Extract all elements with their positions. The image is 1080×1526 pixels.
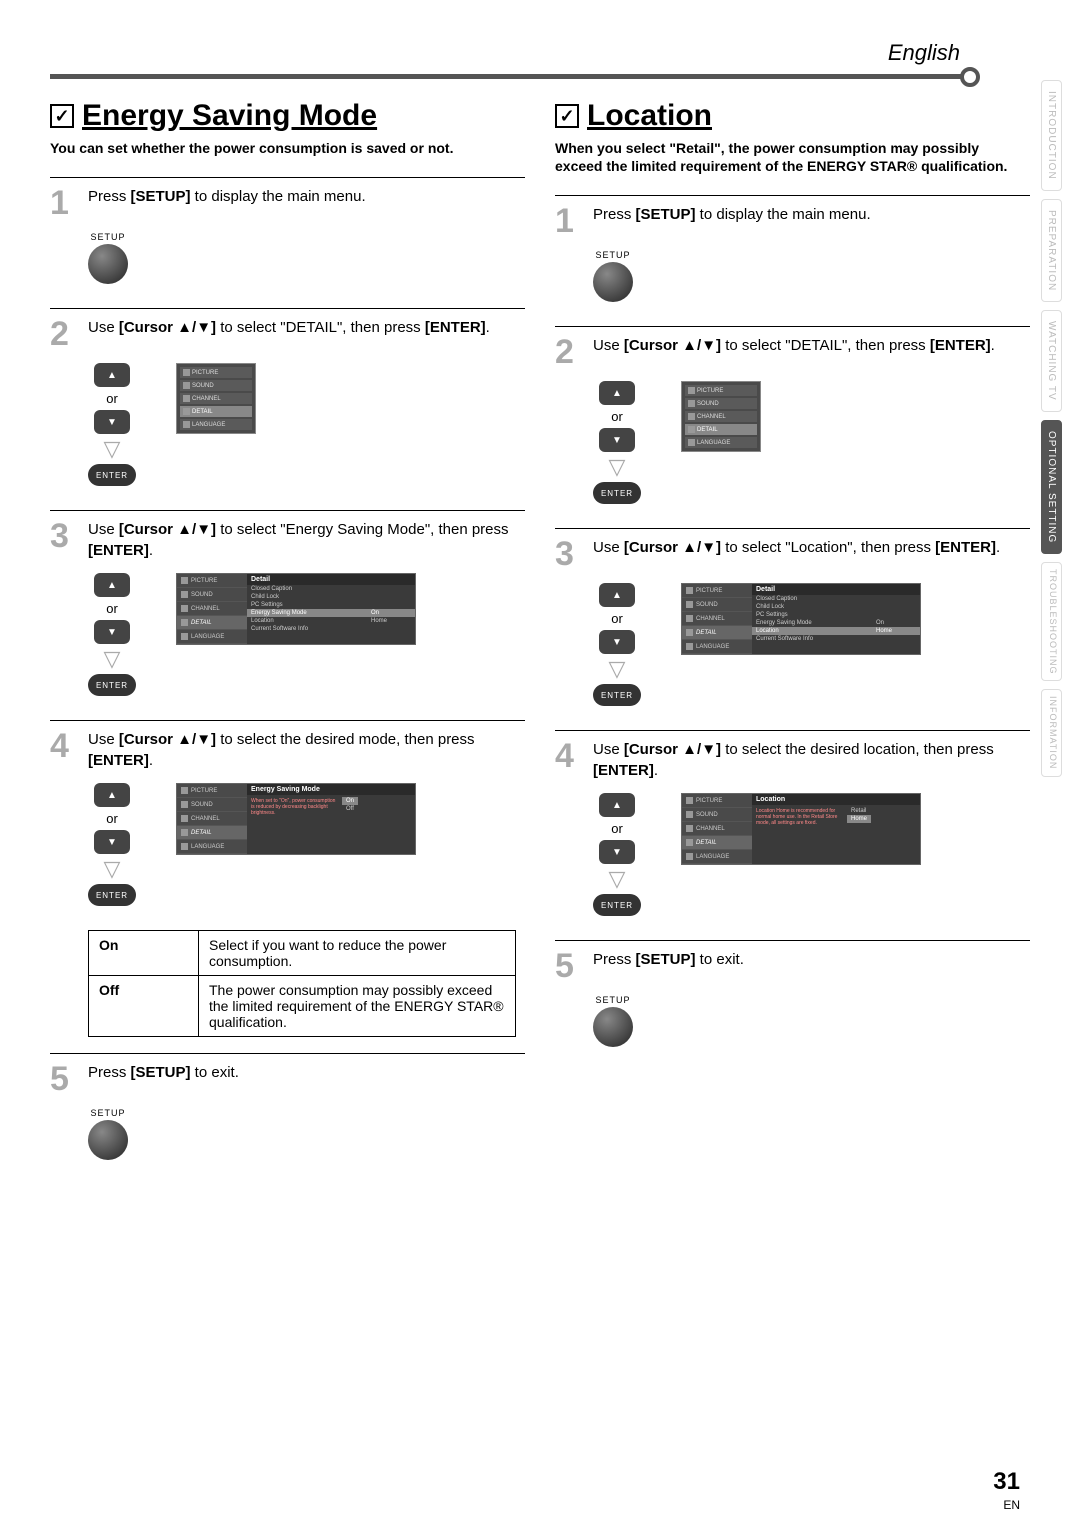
manual-page: English INTRODUCTION PREPARATION WATCHIN… (0, 0, 1080, 1526)
checkbox-icon: ✓ (50, 104, 74, 128)
round-button-icon (593, 262, 633, 302)
step-text: Use [Cursor ▲/▼] to select "DETAIL", the… (593, 335, 1030, 369)
cursor-down-icon (94, 620, 130, 644)
round-button-icon (88, 244, 128, 284)
esm-menu-screenshot: PICTURE SOUND CHANNEL DETAIL LANGUAGE En… (176, 783, 416, 855)
header-rule (50, 74, 970, 79)
detail-menu-screenshot: PICTURE SOUND CHANNEL DETAIL LANGUAGE De… (176, 573, 416, 645)
checkbox-icon: ✓ (555, 104, 579, 128)
cursor-up-icon (599, 381, 635, 405)
step-number: 5 (555, 949, 583, 983)
step-number: 3 (555, 537, 583, 571)
step-text: Use [Cursor ▲/▼] to select the desired l… (593, 739, 1030, 781)
setup-button-illus: SETUP (593, 250, 633, 302)
step-number: 2 (50, 317, 78, 351)
location-menu-screenshot: PICTURE SOUND CHANNEL DETAIL LANGUAGE Lo… (681, 793, 921, 865)
cursor-buttons-illus: or ▽ ENTER (88, 363, 136, 486)
section-heading: Energy Saving Mode (82, 99, 377, 133)
location-section: ✓ Location When you select "Retail", the… (555, 99, 1030, 1184)
step-text: Press [SETUP] to display the main menu. (88, 186, 525, 220)
cursor-buttons-illus: or ▽ ENTER (593, 793, 641, 916)
step-text: Use [Cursor ▲/▼] to select the desired m… (88, 729, 525, 771)
step-text: Press [SETUP] to exit. (88, 1062, 525, 1096)
step-number: 1 (50, 186, 78, 220)
cursor-buttons-illus: or ▽ ENTER (593, 381, 641, 504)
detail-menu-screenshot: PICTURE SOUND CHANNEL DETAIL LANGUAGE De… (681, 583, 921, 655)
enter-button-icon: ENTER (593, 482, 641, 504)
step-text: Use [Cursor ▲/▼] to select "Energy Savin… (88, 519, 525, 561)
section-heading: Location (587, 99, 712, 133)
step-number: 1 (555, 204, 583, 238)
enter-button-icon: ENTER (593, 894, 641, 916)
setup-button-illus: SETUP (88, 232, 128, 284)
energy-saving-section: ✓ Energy Saving Mode You can set whether… (50, 99, 525, 1184)
header-circle-icon (960, 67, 980, 87)
main-menu-screenshot: PICTURE SOUND CHANNEL DETAIL LANGUAGE (681, 381, 761, 452)
tab-information[interactable]: INFORMATION (1041, 689, 1062, 776)
language-header: English (50, 40, 1030, 66)
tab-preparation[interactable]: PREPARATION (1041, 199, 1062, 302)
section-intro: You can set whether the power consumptio… (50, 139, 525, 157)
step-number: 4 (50, 729, 78, 771)
cursor-up-icon (94, 783, 130, 807)
cursor-down-icon (599, 630, 635, 654)
round-button-icon (593, 1007, 633, 1047)
cursor-up-icon (599, 583, 635, 607)
enter-button-icon: ENTER (88, 884, 136, 906)
step-text: Press [SETUP] to display the main menu. (593, 204, 1030, 238)
cursor-down-icon (94, 410, 130, 434)
setup-button-illus: SETUP (593, 995, 633, 1047)
step-number: 2 (555, 335, 583, 369)
cursor-up-icon (599, 793, 635, 817)
tab-watching[interactable]: WATCHING TV (1041, 310, 1062, 412)
step-number: 4 (555, 739, 583, 781)
enter-button-icon: ENTER (88, 674, 136, 696)
round-button-icon (88, 1120, 128, 1160)
setup-button-illus: SETUP (88, 1108, 128, 1160)
cursor-buttons-illus: or ▽ ENTER (88, 783, 136, 906)
cursor-up-icon (94, 573, 130, 597)
tab-troubleshooting[interactable]: TROUBLESHOOTING (1041, 562, 1062, 682)
step-text: Use [Cursor ▲/▼] to select "DETAIL", the… (88, 317, 525, 351)
step-text: Use [Cursor ▲/▼] to select "Location", t… (593, 537, 1030, 571)
page-number: 31 (993, 1468, 1020, 1496)
main-menu-screenshot: PICTURE SOUND CHANNEL DETAIL LANGUAGE (176, 363, 256, 434)
cursor-down-icon (599, 428, 635, 452)
options-table: OnSelect if you want to reduce the power… (88, 930, 516, 1037)
section-tabs: INTRODUCTION PREPARATION WATCHING TV OPT… (1041, 80, 1062, 777)
step-number: 3 (50, 519, 78, 561)
step-text: Press [SETUP] to exit. (593, 949, 1030, 983)
enter-button-icon: ENTER (88, 464, 136, 486)
step-number: 5 (50, 1062, 78, 1096)
cursor-buttons-illus: or ▽ ENTER (593, 583, 641, 706)
cursor-down-icon (599, 840, 635, 864)
cursor-up-icon (94, 363, 130, 387)
enter-button-icon: ENTER (593, 684, 641, 706)
cursor-down-icon (94, 830, 130, 854)
tab-optional-setting[interactable]: OPTIONAL SETTING (1041, 420, 1062, 554)
section-intro: When you select "Retail", the power cons… (555, 139, 1030, 175)
page-lang-code: EN (1003, 1498, 1020, 1512)
tab-introduction[interactable]: INTRODUCTION (1041, 80, 1062, 191)
cursor-buttons-illus: or ▽ ENTER (88, 573, 136, 696)
